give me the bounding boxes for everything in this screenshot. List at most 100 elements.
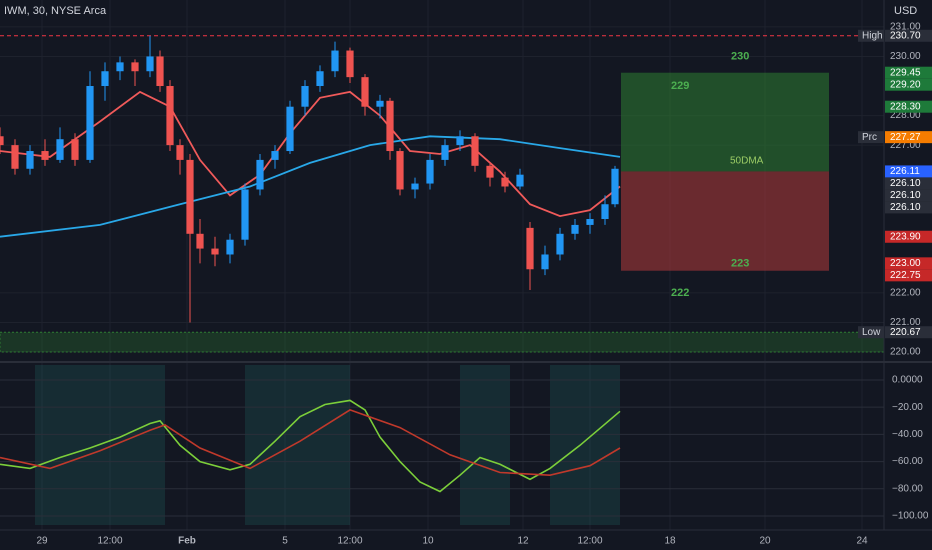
price-tag <box>885 326 932 339</box>
candle-body <box>456 136 464 146</box>
price-tag-label: 226.11 <box>890 166 920 177</box>
candle-body <box>556 233 564 255</box>
x-tick-label: 18 <box>664 536 676 547</box>
shaded-range <box>550 365 620 525</box>
price-tag-label: 223.90 <box>890 231 921 242</box>
price-tag <box>885 29 932 42</box>
stop-box <box>621 171 829 271</box>
candle-body <box>166 86 174 146</box>
candle-body <box>156 56 164 87</box>
price-tag <box>885 230 932 243</box>
price-tag-label: 230.70 <box>890 30 921 41</box>
candle-body <box>286 106 294 152</box>
candle-body <box>426 159 434 184</box>
shaded-range <box>245 365 350 525</box>
price-tag-label: 226.10 <box>890 202 921 213</box>
candle-body <box>41 151 49 160</box>
candle-body <box>56 139 64 160</box>
candle-body <box>226 239 234 255</box>
candle-body <box>526 227 534 270</box>
price-tag-label: 229.20 <box>890 79 921 90</box>
price-tag <box>885 131 932 144</box>
y-tick-label: 0.0000 <box>892 375 923 386</box>
y-tick-label: 230.00 <box>890 51 921 62</box>
y-tick-label: 227.00 <box>890 140 921 151</box>
x-tick-label: 10 <box>422 536 434 547</box>
price-tag-label: 228.30 <box>890 101 921 112</box>
price-tag-label: 226.10 <box>890 190 921 201</box>
tag-name: Low <box>862 327 881 338</box>
candle-body <box>316 71 324 87</box>
candle-body <box>26 151 34 169</box>
candle-body <box>441 145 449 160</box>
series-line <box>0 399 621 493</box>
price-tag <box>885 100 932 113</box>
target-box <box>621 72 829 172</box>
y-tick-label: −40.00 <box>892 429 923 440</box>
x-tick-label: Feb <box>178 536 196 547</box>
y-tick-label: −80.00 <box>892 483 923 494</box>
tag-name-bg <box>858 131 884 144</box>
price-tag <box>885 189 932 202</box>
candle-body <box>196 233 204 249</box>
price-tag-label: 229.45 <box>890 67 921 78</box>
candle-body <box>361 77 369 107</box>
candle-body <box>386 100 394 152</box>
x-tick-label: 5 <box>282 536 288 547</box>
box-label: 230 <box>731 50 749 62</box>
y-tick-label: 220.00 <box>890 347 921 358</box>
price-tag <box>885 269 932 282</box>
price-tag <box>885 78 932 91</box>
candle-body <box>186 159 194 234</box>
x-tick-label: 20 <box>759 536 771 547</box>
price-tag-label: 222.75 <box>890 270 921 281</box>
tag-name: High <box>862 30 883 41</box>
candle-body <box>101 71 109 87</box>
y-tick-label: 228.00 <box>890 110 921 121</box>
candle-body <box>131 62 139 72</box>
candle-body <box>486 165 494 178</box>
candle-body <box>116 62 124 72</box>
candle-body <box>176 145 184 160</box>
candle-body <box>471 136 479 166</box>
candle-body <box>376 100 384 107</box>
candle-body <box>256 159 264 190</box>
tag-name-bg <box>858 326 884 339</box>
box-label: 229 <box>671 80 689 92</box>
candle-body <box>331 50 339 72</box>
candle-body <box>571 224 579 234</box>
candle-body <box>611 168 619 205</box>
candle-body <box>211 248 219 255</box>
currency: USD <box>894 5 917 17</box>
box-label: 222 <box>671 287 689 299</box>
chart-title: IWM, 30, NYSE Arca <box>4 5 107 17</box>
price-tag-label: 226.10 <box>890 178 921 189</box>
y-tick-label: −20.00 <box>892 402 923 413</box>
price-tag <box>885 257 932 270</box>
candle-body <box>241 189 249 240</box>
series-line <box>0 135 621 238</box>
x-tick-label: 12 <box>517 536 529 547</box>
x-tick-label: 12:00 <box>337 536 362 547</box>
y-tick-label: 231.00 <box>890 22 921 33</box>
y-tick-label: 221.00 <box>890 317 921 328</box>
candle-body <box>146 56 154 72</box>
candle-body <box>411 183 419 190</box>
y-tick-label: −100.00 <box>892 511 929 522</box>
candle-body <box>71 139 79 160</box>
candle-body <box>516 174 524 187</box>
tag-name-bg <box>858 29 884 42</box>
candle-body <box>586 219 594 225</box>
annotation: 50DMA <box>730 156 764 167</box>
tag-name: Prc <box>862 132 877 143</box>
candle-body <box>271 151 279 160</box>
price-tag-label: 227.27 <box>890 132 921 143</box>
x-tick-label: 24 <box>856 536 868 547</box>
price-tag-label: 223.00 <box>890 258 921 269</box>
price-tag <box>885 66 932 79</box>
candle-body <box>501 177 509 187</box>
y-tick-label: 222.00 <box>890 288 921 299</box>
candle-body <box>301 86 309 107</box>
